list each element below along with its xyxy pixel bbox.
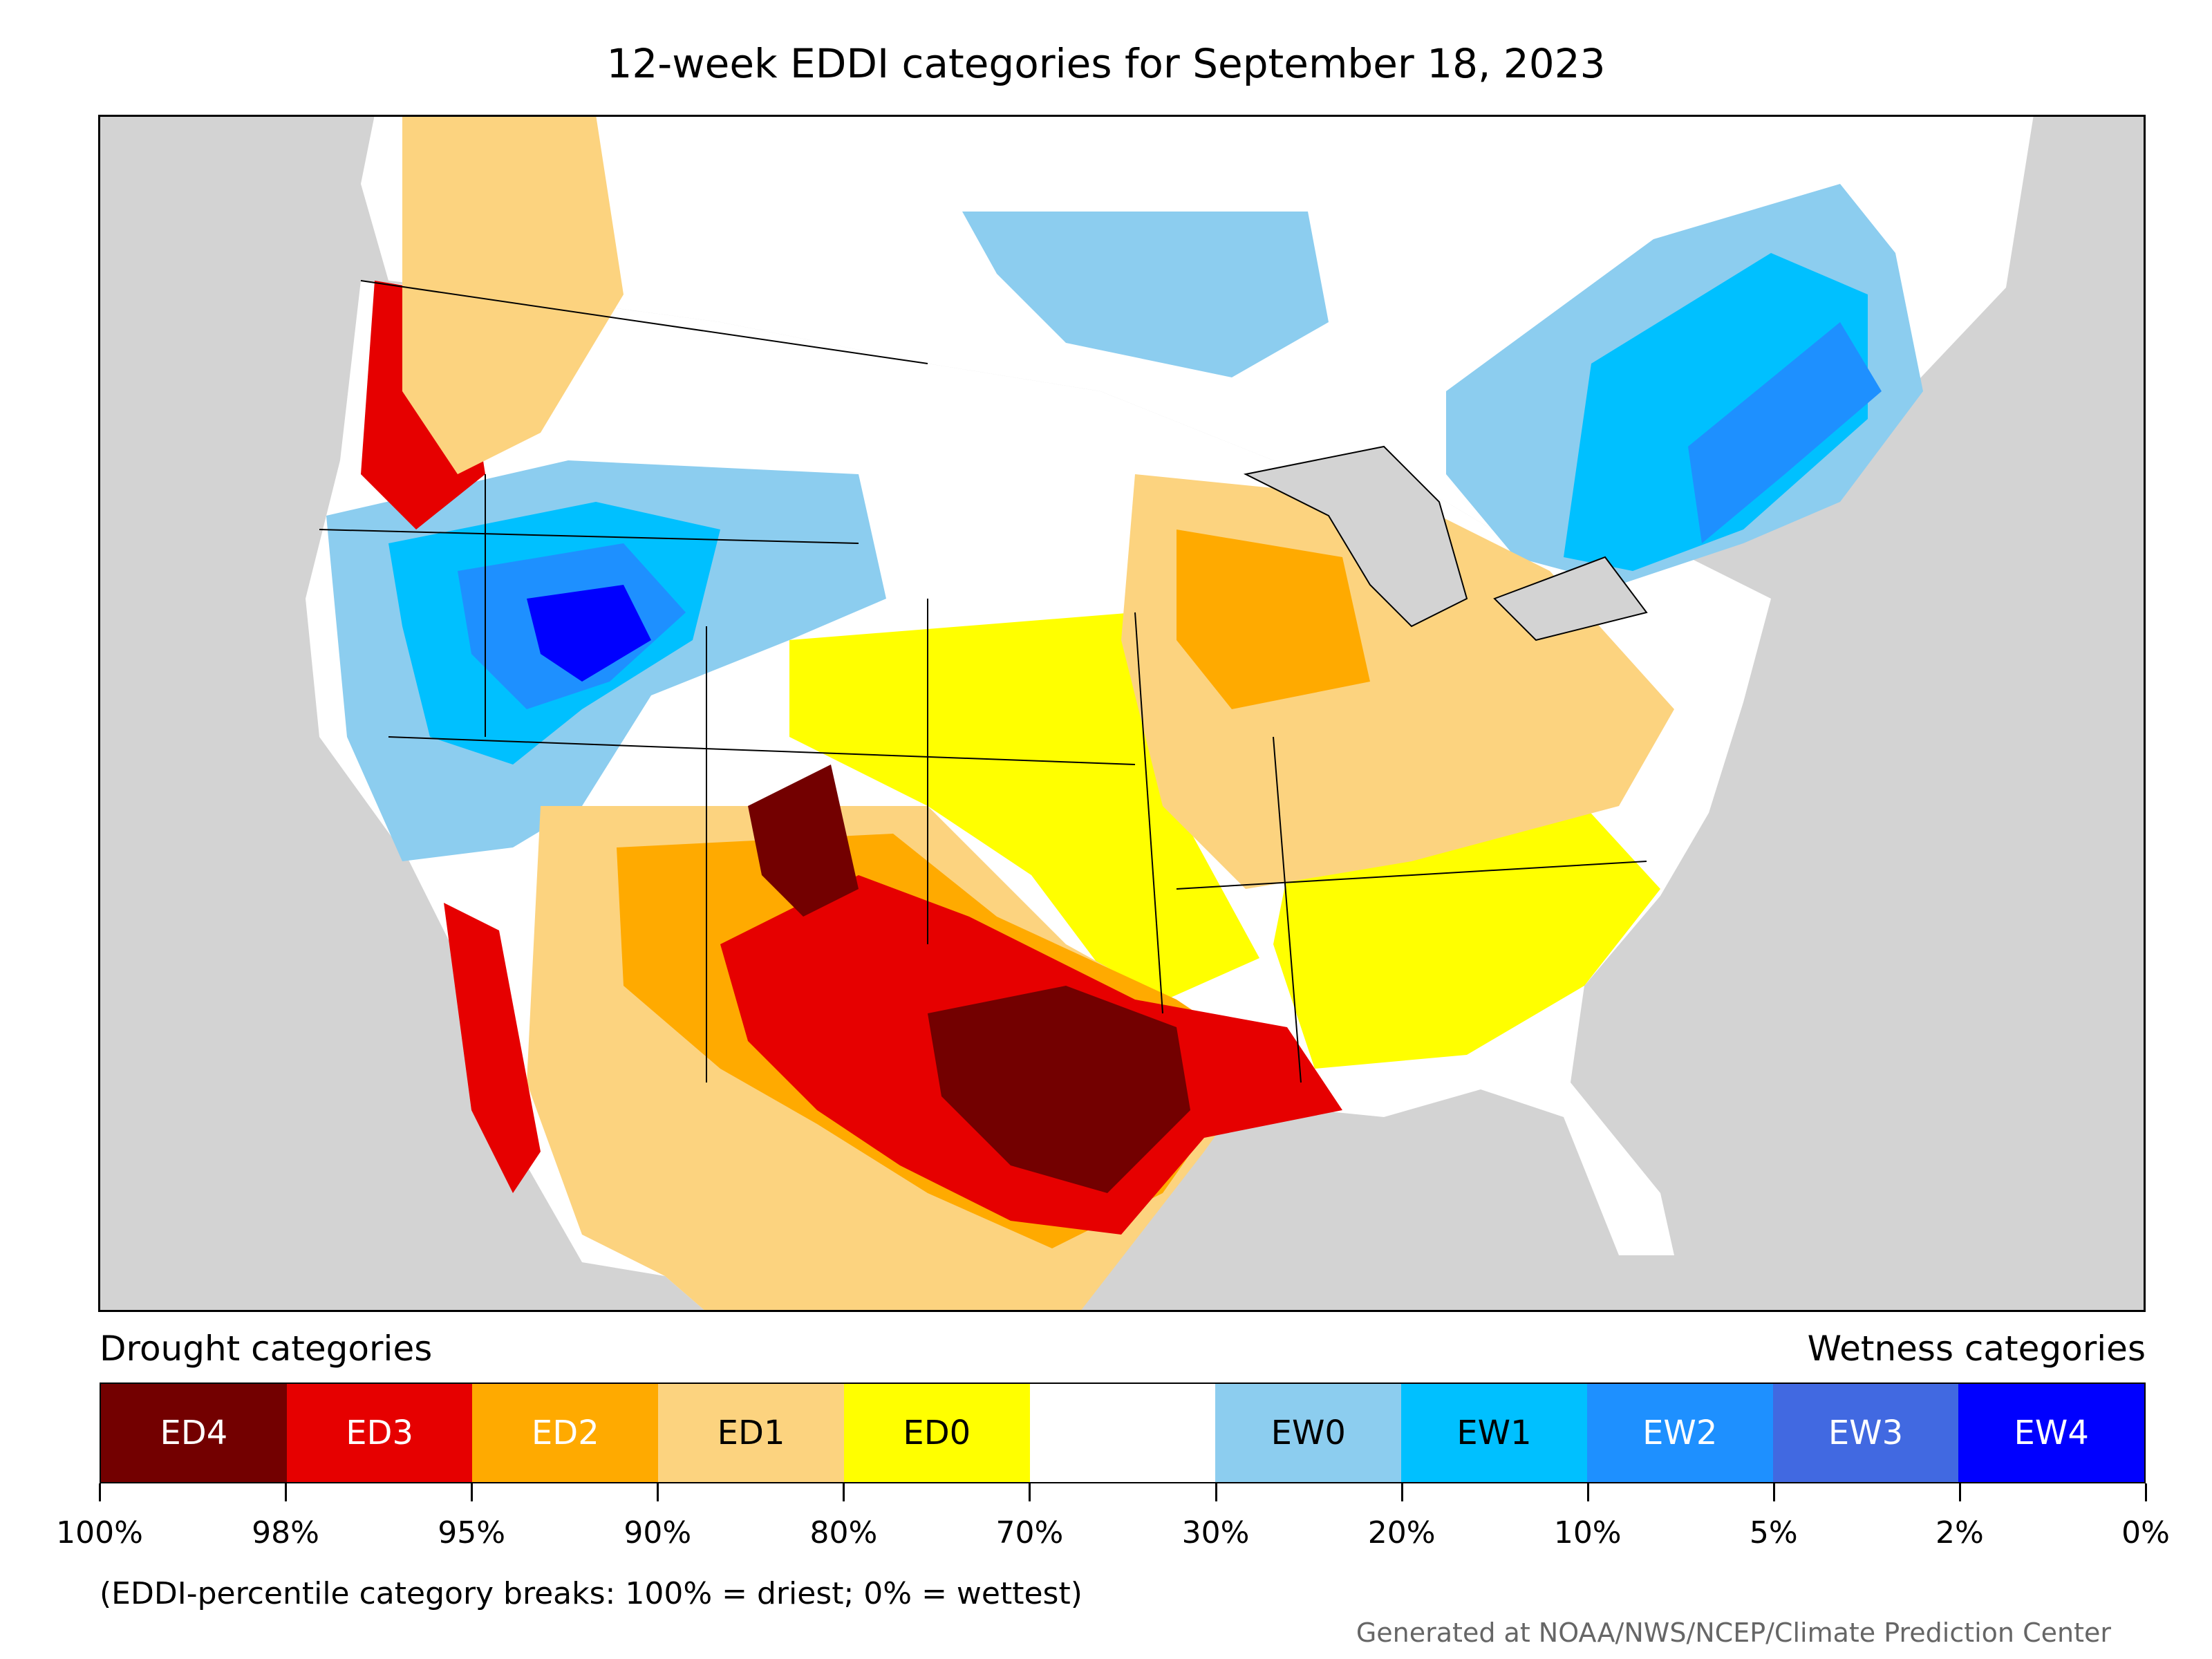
legend-cell-ew2: EW2 (1586, 1384, 1773, 1482)
drought-ed2-iowa (1177, 529, 1370, 709)
legend-tick-label: 30% (1181, 1515, 1250, 1550)
legend-tick-label: 95% (438, 1515, 506, 1550)
drought-categories-title: Drought categories (100, 1329, 433, 1369)
legend-tick-label: 100% (56, 1515, 143, 1550)
credit-text: Generated at NOAA/NWS/NCEP/Climate Predi… (1356, 1618, 2111, 1648)
legend-tick (1215, 1483, 1217, 1501)
drought-ed4-texas (928, 986, 1190, 1193)
wet-ew2-northeast (1688, 322, 1882, 543)
legend-cell-ew3: EW3 (1772, 1384, 1959, 1482)
legend-cell-ed1: ED1 (658, 1384, 844, 1482)
legend-tick (843, 1483, 845, 1501)
legend-tick-label: 80% (809, 1515, 878, 1550)
legend-tick-label: 10% (1553, 1515, 1622, 1550)
legend-tick (657, 1483, 659, 1501)
legend-cell-neutral (1029, 1384, 1216, 1482)
legend-tick-label: 5% (1749, 1515, 1798, 1550)
great-lakes (1243, 445, 1648, 641)
legend-tick (285, 1483, 288, 1501)
legend-tick (1958, 1483, 1961, 1501)
legend-tick-label: 0% (2121, 1515, 2170, 1550)
wet-ew0-canada (962, 212, 1329, 377)
wetness-categories-title: Wetness categories (1807, 1329, 2146, 1369)
legend-tick-label: 98% (252, 1515, 319, 1550)
legend-tick (1586, 1483, 1589, 1501)
wet-ew1-northeast (1564, 253, 1868, 571)
legend-tick (99, 1483, 101, 1501)
legend-tick (1029, 1483, 1031, 1501)
legend-cell-ed0: ED0 (843, 1384, 1030, 1482)
legend-cell-ed3: ED3 (286, 1384, 473, 1482)
category-legend: ED4 ED3 ED2 ED1 ED0 EW0 EW1 EW2 EW3 EW4 (100, 1382, 2146, 1483)
drought-ed1-pacificnw (402, 115, 624, 474)
legend-cell-ew4: EW4 (1958, 1384, 2145, 1482)
drought-ed3-california (444, 903, 541, 1193)
legend-tick-label: 70% (995, 1515, 1064, 1550)
legend-tick (1400, 1483, 1403, 1501)
legend-tick-label: 2% (1936, 1515, 1984, 1550)
wet-ew4-west (527, 585, 651, 682)
legend-tick (471, 1483, 474, 1501)
map-title: 12-week EDDI categories for September 18… (606, 40, 1606, 87)
legend-cell-ew1: EW1 (1401, 1384, 1587, 1482)
state-boundaries (319, 280, 1647, 1083)
eddi-map (98, 115, 2146, 1312)
category-note: (EDDI-percentile category breaks: 100% =… (100, 1576, 1082, 1611)
drought-ed4-newmexico (748, 765, 859, 917)
map-frame (98, 115, 2146, 1312)
legend-ticks (99, 1483, 2147, 1504)
legend-tick (1772, 1483, 1775, 1501)
legend-tick (2145, 1483, 2147, 1501)
legend-tick-label: 90% (624, 1515, 692, 1550)
legend-cell-ed2: ED2 (472, 1384, 659, 1482)
drought-ed0-southeast (1273, 806, 1660, 1069)
legend-tick-label: 20% (1367, 1515, 1436, 1550)
legend-cell-ew0: EW0 (1215, 1384, 1402, 1482)
legend-cell-ed4: ED4 (101, 1384, 287, 1482)
